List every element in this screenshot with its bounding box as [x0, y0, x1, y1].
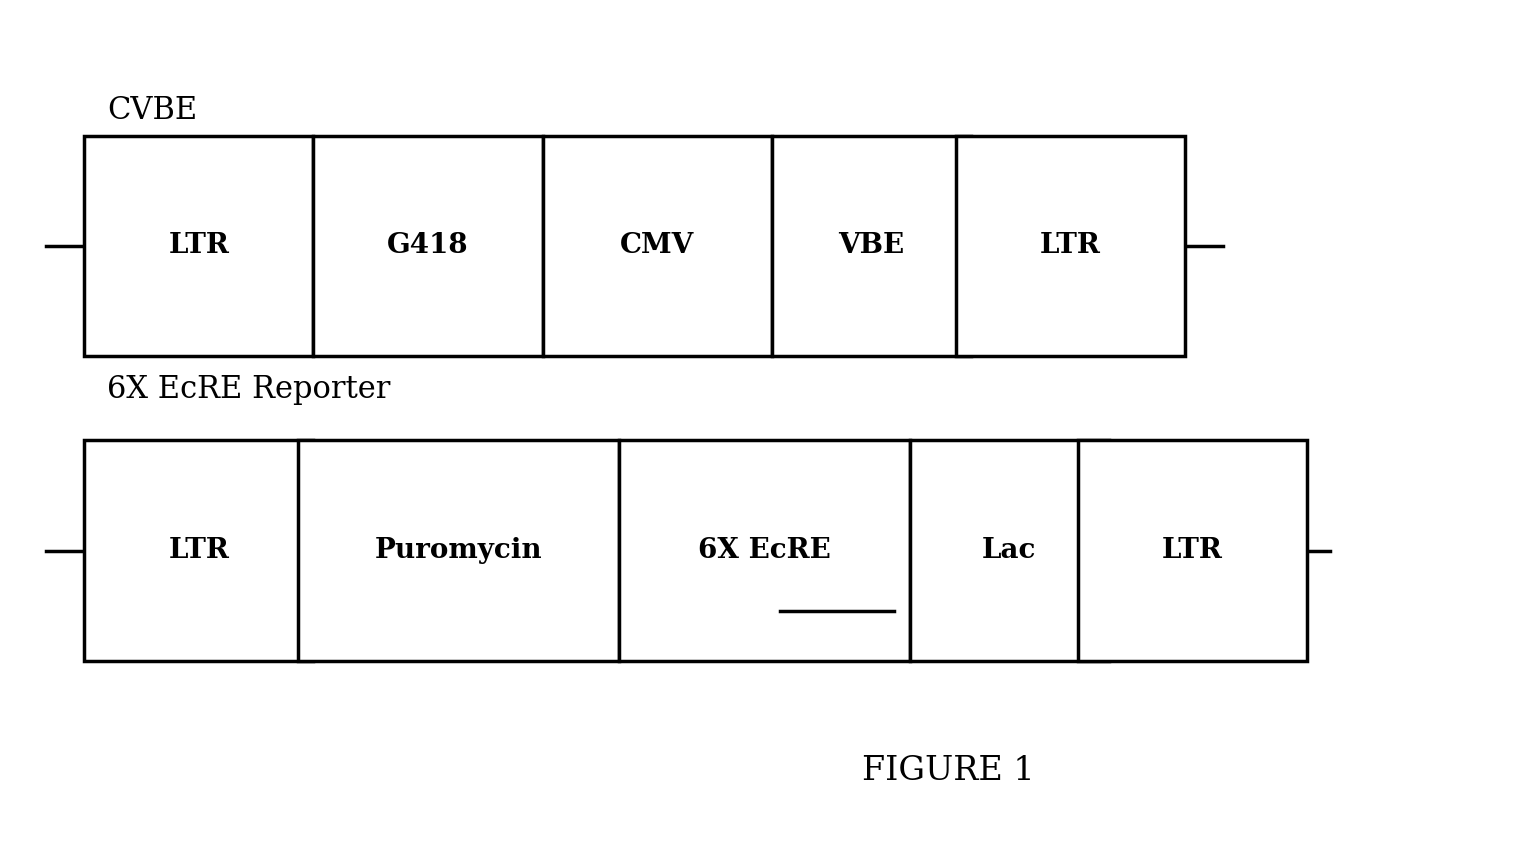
- Text: 6X EcRE: 6X EcRE: [699, 537, 830, 564]
- Bar: [772, 136, 971, 356]
- Text: Puromycin: Puromycin: [375, 537, 543, 564]
- Text: Lac: Lac: [982, 537, 1037, 564]
- Text: G418: G418: [387, 232, 469, 259]
- Bar: [1078, 440, 1307, 661]
- Text: LTR: LTR: [168, 537, 229, 564]
- Bar: [313, 136, 543, 356]
- Bar: [956, 136, 1185, 356]
- Text: VBE: VBE: [838, 232, 905, 259]
- Bar: [619, 440, 910, 661]
- Text: LTR: LTR: [168, 232, 229, 259]
- Bar: [543, 136, 772, 356]
- Text: LTR: LTR: [1162, 537, 1223, 564]
- Bar: [84, 440, 313, 661]
- Text: LTR: LTR: [1040, 232, 1101, 259]
- Bar: [910, 440, 1109, 661]
- Text: CMV: CMV: [621, 232, 694, 259]
- Text: 6X EcRE Reporter: 6X EcRE Reporter: [107, 374, 390, 405]
- Bar: [298, 440, 619, 661]
- Text: CVBE: CVBE: [107, 95, 197, 125]
- Bar: [84, 136, 313, 356]
- Text: FIGURE 1: FIGURE 1: [862, 755, 1034, 787]
